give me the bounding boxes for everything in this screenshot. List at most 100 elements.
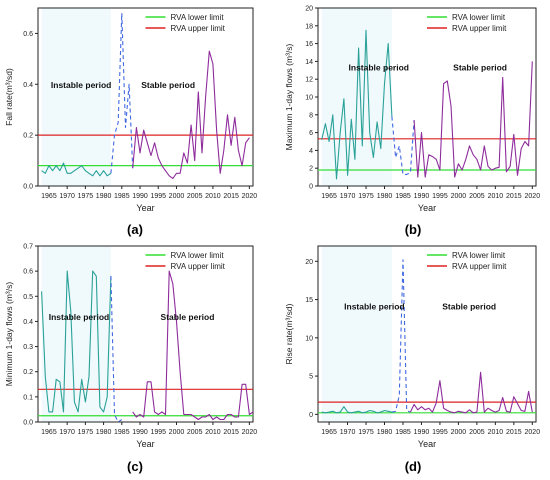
- x-tick-label: 1980: [96, 429, 112, 436]
- chart-panel-3: 1965 1970 1975 1980 1985 1990 1995 2000 2005 2010…: [4, 244, 257, 450]
- series-line-transition: [110, 12, 134, 174]
- x-tick-label: 2015: [223, 429, 239, 436]
- y-tick-label: 10: [305, 335, 313, 342]
- panel-label-b: (b): [405, 222, 422, 237]
- x-tick-label: 2000: [451, 193, 467, 200]
- x-tick-label: 2005: [187, 429, 203, 436]
- x-tick-label: 1990: [414, 193, 430, 200]
- x-tick-label: 2020: [525, 429, 541, 436]
- legend-entry: RVA lower limit: [171, 251, 225, 260]
- y-tick-label: 0: [309, 412, 313, 419]
- y-tick-label: 2: [309, 166, 313, 173]
- legend-entry: RVA lower limit: [171, 13, 225, 22]
- x-tick-label: 1975: [358, 193, 374, 200]
- period-annotation: Stable period: [453, 62, 507, 72]
- x-tick-label: 1990: [414, 429, 430, 436]
- chart-panel-1: 1965 1970 1975 1980 1985 1990 1995 2000 2005 2010…: [4, 7, 258, 213]
- y-tick-label: 0.5: [23, 294, 33, 301]
- series-line-instable: [321, 406, 393, 414]
- series-line-transition: [391, 259, 411, 413]
- x-axis-title: Year: [136, 439, 154, 449]
- x-tick-label: 1970: [59, 193, 75, 200]
- y-axis-title: Minimum 1-day flows (m³/s): [4, 282, 14, 387]
- x-tick-label: 1965: [41, 193, 57, 200]
- series-line-transition: [391, 116, 415, 175]
- y-tick-label: 12: [305, 77, 313, 84]
- chart-panel-2: 1965 1970 1975 1980 1985 1990 1995 2000 2005 2010…: [284, 6, 540, 214]
- x-tick-label: 1990: [132, 429, 148, 436]
- y-tick-label: 0.2: [23, 369, 33, 376]
- y-tick-label: 20: [305, 6, 313, 13]
- x-tick-label: 2000: [451, 429, 467, 436]
- period-annotation: Instable period: [349, 62, 409, 72]
- x-tick-label: 1995: [432, 193, 448, 200]
- x-tick-label: 2015: [223, 193, 239, 200]
- x-tick-label: 2020: [242, 429, 258, 436]
- series-line-stable: [132, 270, 254, 421]
- x-tick-label: 2010: [205, 429, 221, 436]
- y-tick-label: 0.7: [23, 244, 33, 251]
- y-tick-label: 0.4: [23, 319, 33, 326]
- x-tick-label: 1970: [340, 193, 356, 200]
- x-tick-label: 2015: [506, 193, 522, 200]
- x-tick-label: 1975: [78, 429, 94, 436]
- legend-entry: RVA upper limit: [171, 262, 226, 271]
- plot-frame: [37, 7, 254, 187]
- y-tick-label: 15: [305, 297, 313, 304]
- x-tick-label: 1985: [114, 193, 130, 200]
- series-line-instable: [321, 29, 393, 180]
- legend-entry: RVA lower limit: [452, 13, 506, 22]
- series-line-instable: [41, 162, 112, 177]
- x-tick-label: 1985: [395, 193, 411, 200]
- x-tick-label: 1970: [340, 429, 356, 436]
- y-tick-label: 0.4: [23, 82, 33, 89]
- x-tick-label: 2020: [242, 193, 258, 200]
- x-tick-label: 2015: [506, 429, 522, 436]
- x-tick-label: 1965: [321, 193, 337, 200]
- x-tick-label: 1980: [377, 193, 393, 200]
- chart-panel-4: 1965 1970 1975 1980 1985 1990 1995 2000 2005 20 10…: [284, 245, 541, 449]
- x-tick-label: 1985: [395, 429, 411, 436]
- x-tick-label: 1965: [41, 429, 57, 436]
- x-tick-label: 2000: [169, 429, 185, 436]
- y-tick-label: 0.3: [23, 344, 33, 351]
- period-annotation: Instable period: [51, 80, 111, 90]
- y-axis-title: Maximum 1-day flows (m³/s): [284, 43, 294, 150]
- series-line-transition: [110, 276, 123, 423]
- y-tick-label: 20: [305, 259, 313, 266]
- x-tick-label: 2020: [525, 193, 541, 200]
- period-annotation: Stable period: [141, 80, 195, 90]
- x-tick-label: 1980: [377, 429, 393, 436]
- x-axis-title: Year: [136, 203, 154, 213]
- x-tick-label: 1995: [432, 429, 448, 436]
- instable-region-shade: [41, 8, 111, 186]
- x-tick-label: 1990: [132, 193, 148, 200]
- x-tick-label: 2010: [205, 193, 221, 200]
- y-tick-label: 0.2: [23, 133, 33, 140]
- x-tick-label: 1975: [358, 429, 374, 436]
- period-annotation: Stable period: [161, 312, 215, 322]
- period-annotation: Instable period: [344, 301, 404, 311]
- y-tick-label: 18: [305, 23, 313, 30]
- x-axis-title: Year: [418, 439, 436, 449]
- y-tick-label: 14: [305, 59, 313, 66]
- y-axis-title: Rise rate(m³/sd): [284, 303, 294, 364]
- legend-entry: RVA upper limit: [452, 262, 507, 271]
- y-tick-label: 5: [309, 374, 313, 381]
- x-tick-label: 1965: [321, 429, 337, 436]
- x-tick-label: 2005: [469, 429, 485, 436]
- y-tick-label: 0.6: [23, 269, 33, 276]
- period-annotation: Instable period: [49, 312, 109, 322]
- panel-label-d: (d): [405, 459, 422, 474]
- y-axis-title: Fall rate(m³/sd): [4, 68, 14, 126]
- legend-entry: RVA upper limit: [452, 24, 507, 33]
- x-tick-label: 2010: [488, 193, 504, 200]
- x-axis-title: Year: [418, 203, 436, 213]
- y-tick-label: 0: [309, 184, 313, 191]
- y-tick-label: 4: [309, 148, 313, 155]
- series-line-instable: [41, 270, 112, 413]
- series-line-stable: [413, 61, 533, 178]
- legend-entry: RVA lower limit: [452, 251, 506, 260]
- period-annotation: Stable period: [442, 301, 496, 311]
